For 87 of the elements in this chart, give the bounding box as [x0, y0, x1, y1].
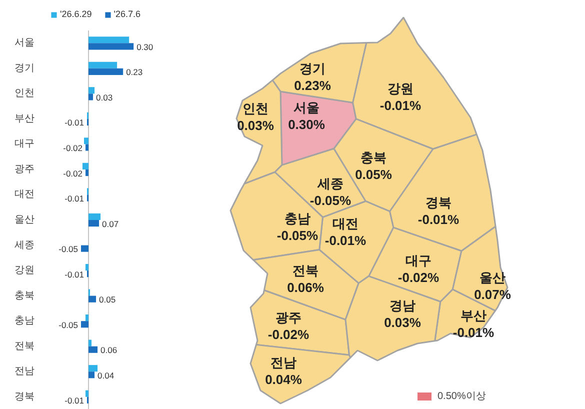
bar	[88, 94, 94, 100]
data-label: -0.02%	[398, 270, 440, 285]
y-tick-label: 경북	[14, 391, 34, 402]
bar	[82, 162, 89, 170]
bar	[88, 213, 101, 220]
category-label: 인천	[242, 101, 268, 116]
category-label: 전북	[292, 263, 318, 278]
bar	[86, 169, 89, 176]
bar	[88, 68, 124, 75]
data-label: -0.01%	[324, 233, 367, 248]
bar	[86, 314, 89, 322]
data-label: 0.03%	[384, 315, 422, 330]
data-label: 0.06	[100, 345, 118, 356]
category-label: 경기	[300, 61, 326, 76]
bar	[88, 296, 96, 302]
bar	[80, 245, 89, 252]
y-tick-label: 전남	[14, 366, 34, 378]
data-label: -0.02%	[268, 327, 310, 342]
data-label: -0.01	[64, 194, 84, 204]
category-label: 강원	[388, 81, 414, 96]
category-label: 대구	[406, 253, 432, 268]
data-label: 0.04	[98, 370, 114, 380]
y-tick-label: 광주	[14, 164, 34, 175]
y-tick-label: 충북	[14, 290, 34, 302]
data-label: -0.01%	[418, 212, 460, 227]
data-label: 0.07%	[474, 287, 512, 302]
y-tick-label: 전북	[14, 340, 34, 352]
data-label: -0.05%	[276, 228, 319, 243]
category-label: 세종	[316, 176, 344, 191]
bar	[86, 264, 89, 271]
data-label: -0.01%	[452, 325, 495, 340]
data-label: 0.30	[136, 42, 154, 52]
text: 0.50%이상	[438, 391, 486, 402]
data-label: 0.23%	[294, 78, 332, 93]
category-label: 충남	[284, 211, 310, 226]
legend-label: '26.6.29	[60, 9, 92, 19]
category-label: 경북	[426, 195, 452, 210]
bar	[88, 340, 92, 346]
data-label: 0.03%	[237, 118, 274, 133]
bar	[88, 346, 98, 353]
category-label: 전남	[270, 355, 296, 370]
data-label: 0.06%	[287, 280, 324, 295]
data-label: -0.01%	[380, 98, 422, 113]
y-tick-label: 충남	[14, 316, 34, 327]
category-label: 서울	[294, 100, 320, 115]
data-label: -0.01	[64, 269, 84, 280]
bar	[88, 220, 100, 227]
data-label: 0.05	[99, 294, 116, 305]
data-label: -0.01	[64, 118, 84, 128]
data-label: 0.30%	[288, 117, 326, 132]
data-label: -0.02	[63, 142, 83, 153]
y-tick-label: 대전	[14, 189, 34, 200]
bar	[88, 365, 98, 372]
bar	[88, 43, 134, 50]
data-label: 0.23	[126, 67, 143, 78]
y-tick-label: 인천	[14, 88, 34, 100]
data-label: -0.05%	[310, 193, 352, 208]
y-tick-label: 대구	[14, 138, 34, 150]
bar	[80, 321, 89, 328]
category-label: 부산	[460, 308, 486, 323]
data-label: 0.03	[96, 92, 113, 102]
data-label: -0.05	[58, 320, 78, 330]
y-tick-label: 경기	[14, 62, 34, 74]
legend-label: '26.7.6	[114, 9, 140, 19]
y-tick-label: 울산	[14, 214, 34, 226]
bar	[84, 138, 89, 144]
bar	[88, 372, 95, 378]
category-label: 대전	[332, 216, 358, 231]
bar	[86, 144, 89, 151]
y-tick-label: 부산	[14, 113, 34, 124]
data-label: 0.07	[102, 218, 119, 229]
category-label: 충북	[360, 150, 386, 165]
category-label: 광주	[276, 310, 302, 325]
category-label: 경남	[390, 298, 416, 313]
data-label: -0.02	[63, 168, 83, 178]
bar	[88, 62, 118, 68]
y-tick-label: 서울	[14, 38, 34, 49]
category-label: 울산	[480, 270, 506, 285]
data-label: 0.05%	[355, 167, 392, 182]
y-tick-label: 강원	[14, 265, 34, 276]
data-label: -0.05	[58, 244, 78, 254]
bar	[88, 36, 130, 44]
y-tick-label: 세종	[14, 240, 34, 251]
bar	[86, 390, 89, 397]
data-label: 0.04%	[265, 372, 302, 387]
bar	[88, 87, 95, 94]
data-label: -0.01	[64, 396, 84, 406]
